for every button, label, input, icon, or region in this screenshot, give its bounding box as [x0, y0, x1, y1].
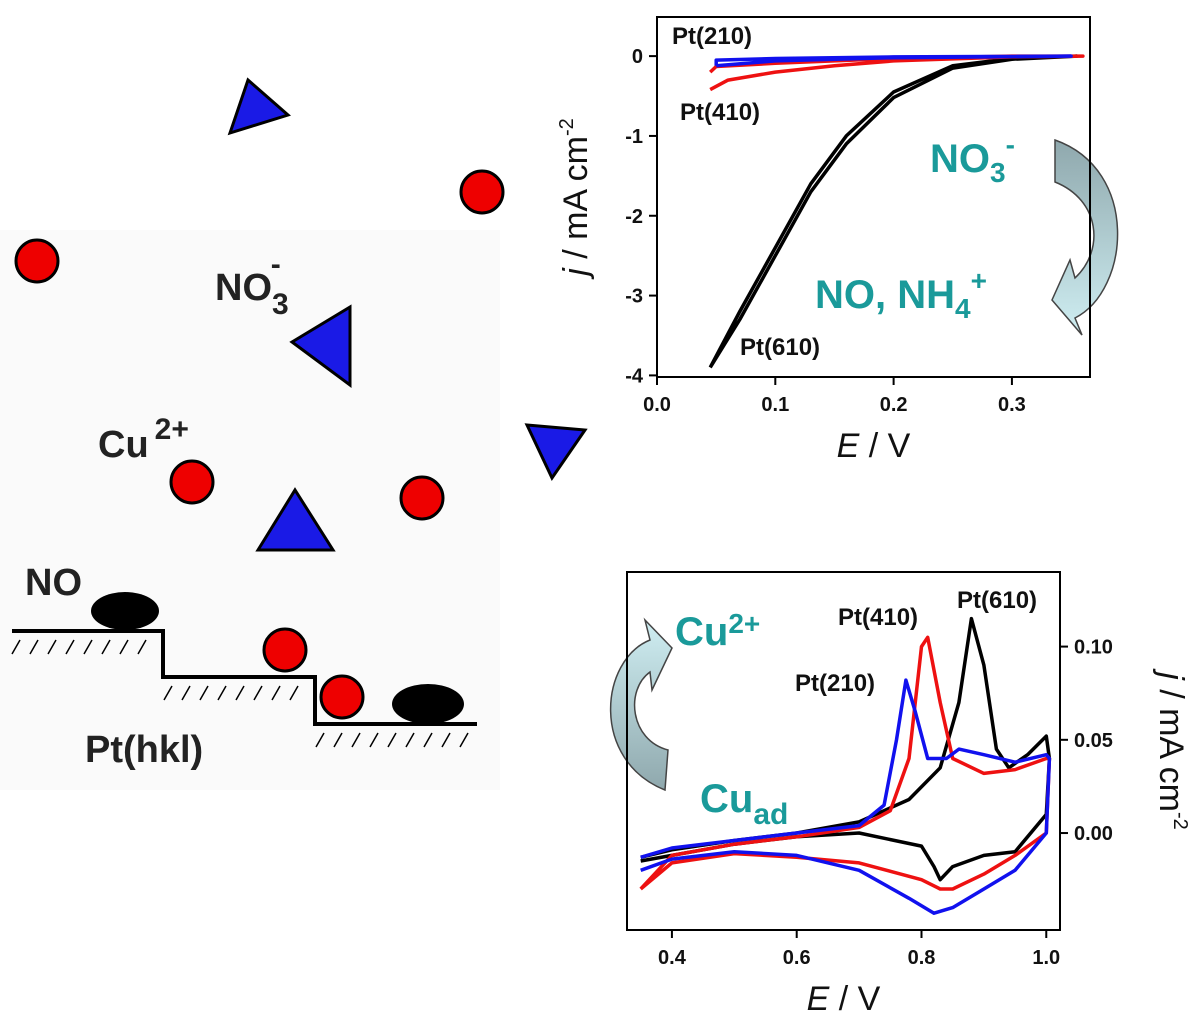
label-sub: 3	[272, 288, 289, 321]
axis-exponent: -2	[1169, 812, 1189, 830]
axis-symbol: E	[837, 427, 860, 465]
deposition-arrow	[611, 620, 672, 790]
oxidized-label: Cu2+	[675, 608, 760, 654]
y-axis-title: j / mA cm-2	[1152, 668, 1189, 830]
label-sup: -	[271, 248, 281, 281]
y-tick-label: -3	[625, 286, 643, 308]
axis-symbol: E	[807, 980, 830, 1018]
x-tick-label: 0.8	[908, 947, 936, 969]
x-axis-title: E / V	[807, 980, 881, 1018]
label-base: NO	[215, 267, 272, 309]
reaction-arrow	[1052, 140, 1118, 335]
x-tick-label: 0.1	[761, 394, 789, 416]
surface-label: Pt(hkl)	[85, 729, 203, 771]
axis-unit: / V	[859, 427, 910, 465]
x-tick-label: 0.2	[880, 394, 908, 416]
series-label: Pt(210)	[672, 23, 752, 50]
axis-unit: / V	[829, 980, 880, 1018]
series-label: Pt(410)	[838, 604, 918, 631]
adsorbed-label: Cuad	[700, 777, 788, 831]
y-tick-label: 0.05	[1074, 730, 1113, 752]
series-label: Pt(210)	[795, 670, 875, 697]
copper-ion	[401, 477, 443, 519]
x-tick-label: 0.3	[998, 394, 1026, 416]
x-tick-label: 0.4	[658, 947, 687, 969]
y-tick-label: 0.10	[1074, 637, 1113, 659]
axis-unit: / mA cm	[1152, 680, 1189, 812]
series-line	[641, 619, 1050, 880]
label-sup: 2+	[728, 608, 760, 639]
nitrate-ion	[230, 80, 288, 133]
label-sup: -	[1006, 129, 1015, 160]
label-sub: 4	[955, 293, 971, 324]
label-base: Cu	[700, 777, 753, 821]
y-tick-label: -4	[625, 365, 644, 387]
no-label: NO	[25, 562, 82, 604]
series-label: Pt(610)	[957, 587, 1037, 614]
adsorbed-no	[91, 592, 159, 630]
y-axis-title: j / mA cm-2	[556, 118, 595, 280]
series-line	[710, 56, 1077, 367]
y-tick-label: 0.00	[1074, 823, 1113, 845]
copper-ion	[461, 171, 503, 213]
copper-ion	[321, 676, 363, 718]
nitrate-ion	[527, 425, 585, 478]
products-label: NO, NH4+	[815, 265, 987, 324]
y-tick-label: -2	[625, 206, 643, 228]
label-sub: ad	[753, 798, 788, 831]
series-label: Pt(610)	[740, 334, 820, 361]
axis-exponent: -2	[556, 118, 578, 136]
adsorbed-no	[392, 684, 464, 724]
copper-ion	[171, 461, 213, 503]
axis-unit: / mA cm	[557, 136, 595, 268]
y-tick-label: -1	[625, 126, 643, 148]
label-sup: 2+	[155, 413, 189, 446]
label-base: NO, NH	[815, 273, 955, 317]
x-tick-label: 1.0	[1032, 947, 1060, 969]
x-tick-label: 0.0	[643, 394, 671, 416]
label-sub: 3	[990, 157, 1006, 188]
reactant-label: NO3-	[930, 129, 1015, 188]
figure: NO3- Cu2+ NO Pt(hkl) Pt(210) Pt(410) Pt(…	[0, 0, 1189, 1019]
label-base: Cu	[98, 424, 149, 466]
copper-ion	[264, 629, 306, 671]
plot-frame	[657, 17, 1090, 377]
copper-ion	[16, 240, 58, 282]
x-axis-title: E / V	[837, 427, 911, 465]
label-base: Cu	[675, 610, 728, 654]
y-tick-label: 0	[632, 46, 643, 68]
label-base: NO	[930, 137, 990, 181]
series-label: Pt(410)	[680, 99, 760, 126]
x-tick-label: 0.6	[783, 947, 811, 969]
label-sup: +	[971, 265, 987, 296]
